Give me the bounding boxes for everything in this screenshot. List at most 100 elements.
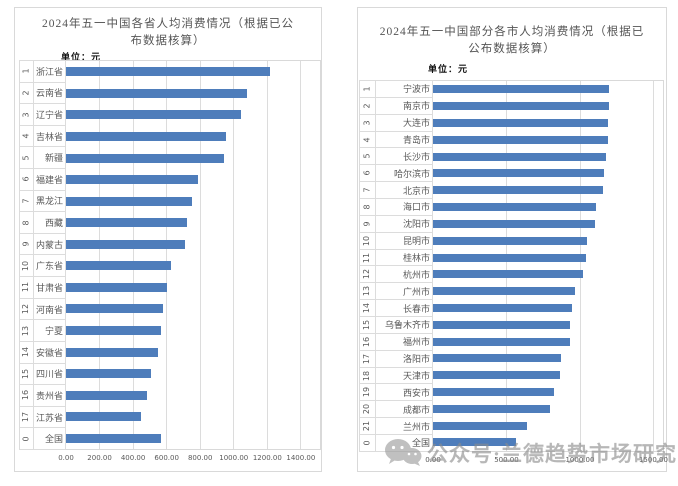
category-row: 0 全国 [360,435,433,452]
bar [433,203,596,212]
gridline [166,61,168,449]
category-row: 5 新疆 [20,147,66,170]
row-rank: 11 [362,252,372,263]
x-tick-label: 1500.00 [638,456,668,464]
bar-row [433,232,663,249]
bar-row [66,126,320,148]
row-label: 云南省 [34,82,66,105]
category-row: 16 贵州省 [20,385,66,407]
chart-title: 2024年五一中国各省人均消费情况（根据已公布数据核算） [41,18,294,47]
bar-row [433,300,663,317]
bar-row [433,81,663,98]
row-rank: 17 [362,353,372,364]
category-row: 19 西安市 [360,384,433,402]
category-row: 7 黑龙江 [20,190,66,213]
row-rank-cell: 20 [360,401,376,419]
row-label: 哈尔滨市 [376,165,433,183]
row-label: 黑龙江 [34,190,66,213]
bar-row [66,190,320,212]
unit-label: 单位：元 [61,53,102,63]
bar-row [66,384,320,406]
bar [66,347,158,357]
row-label: 全国 [34,428,66,450]
row-rank-cell: 4 [360,131,376,149]
row-rank-cell: 8 [20,212,34,234]
bar [66,390,147,400]
row-rank-cell: 8 [360,199,376,216]
row-label: 福州市 [376,333,433,351]
bar [433,135,608,144]
row-label: 长沙市 [376,148,433,166]
row-rank-cell: 6 [20,169,34,191]
row-rank: 12 [21,303,31,315]
city-chart-card: 2024年五一中国部分各市人均消费情况（根据已公布数据核算） 单位：元 1 宁波市… [357,7,668,472]
x-axis: 0.00 200.00 400.00 600.00 800.00 1000.00 1200.… [58,454,321,466]
row-label: 福建省 [34,169,66,191]
category-row: 20 成都市 [360,401,433,419]
row-rank-cell: 10 [20,255,34,278]
category-row: 16 福州市 [360,333,433,351]
bar [433,354,562,363]
category-row: 12 河南省 [20,298,66,321]
row-rank-cell: 12 [20,298,34,321]
row-rank: 1 [21,68,31,74]
bar [433,421,528,430]
category-row: 4 吉林省 [20,125,66,148]
row-rank-cell: 2 [20,82,34,105]
category-row: 2 云南省 [20,82,66,105]
category-row: 14 安徽省 [20,341,66,364]
category-row: 13 广州市 [360,283,433,301]
row-rank-cell: 15 [360,317,376,334]
x-tick-label: 600.00 [154,454,179,462]
bar-row [433,350,663,367]
x-tick-label: 0.00 [58,454,74,462]
bar-row [433,148,663,165]
row-rank: 6 [362,170,372,176]
bar-row [66,363,320,385]
row-rank-cell: 3 [20,104,34,126]
bar [433,270,583,279]
row-label: 洛阳市 [376,350,433,368]
province-chart-card: 2024年五一中国各省人均消费情况（根据已公布数据核算） 单位：元 1 浙江省 2 云… [14,7,322,472]
category-axis: 1 宁波市 2 南京市 3 大连市 4 青岛市 5 长沙市 6 哈尔滨市 7 北京市 8 海口市 9 沈阳市 10 昆… [359,80,433,452]
row-rank-cell: 5 [360,148,376,166]
bar [433,102,610,111]
bar-row [66,277,320,299]
bar-row [66,255,320,277]
row-rank-cell: 13 [20,320,34,342]
x-tick-label: 500.00 [494,456,519,464]
category-row: 10 广东省 [20,255,66,278]
category-row: 3 大连市 [360,114,433,132]
row-rank-cell: 16 [20,385,34,407]
category-row: 7 北京市 [360,182,433,200]
row-rank: 16 [21,390,31,401]
unit-label: 单位：元 [428,65,469,75]
row-label: 江苏省 [34,406,66,429]
category-row: 12 杭州市 [360,266,433,284]
row-label: 青岛市 [376,131,433,149]
row-rank-cell: 5 [20,147,34,170]
bar [433,236,588,245]
row-label: 乌鲁木齐市 [376,317,433,334]
row-rank-cell: 11 [20,277,34,299]
bar [433,320,571,329]
category-row: 17 江苏省 [20,406,66,429]
bar [433,85,610,94]
row-rank-cell: 15 [20,363,34,386]
bar-row [66,83,320,105]
row-rank: 15 [362,319,372,331]
bar-row [66,147,320,169]
row-rank-cell: 2 [360,97,376,115]
row-rank-cell: 7 [20,190,34,213]
row-rank: 4 [362,136,372,143]
bar [433,303,573,312]
row-rank: 8 [21,220,31,226]
row-rank: 5 [21,155,31,161]
bar [66,88,248,98]
row-rank: 20 [362,404,372,415]
category-row: 5 长沙市 [360,148,433,166]
row-label: 杭州市 [376,266,433,284]
category-row: 0 全国 [20,428,66,450]
row-rank: 7 [362,187,372,193]
row-rank-cell: 14 [20,341,34,364]
